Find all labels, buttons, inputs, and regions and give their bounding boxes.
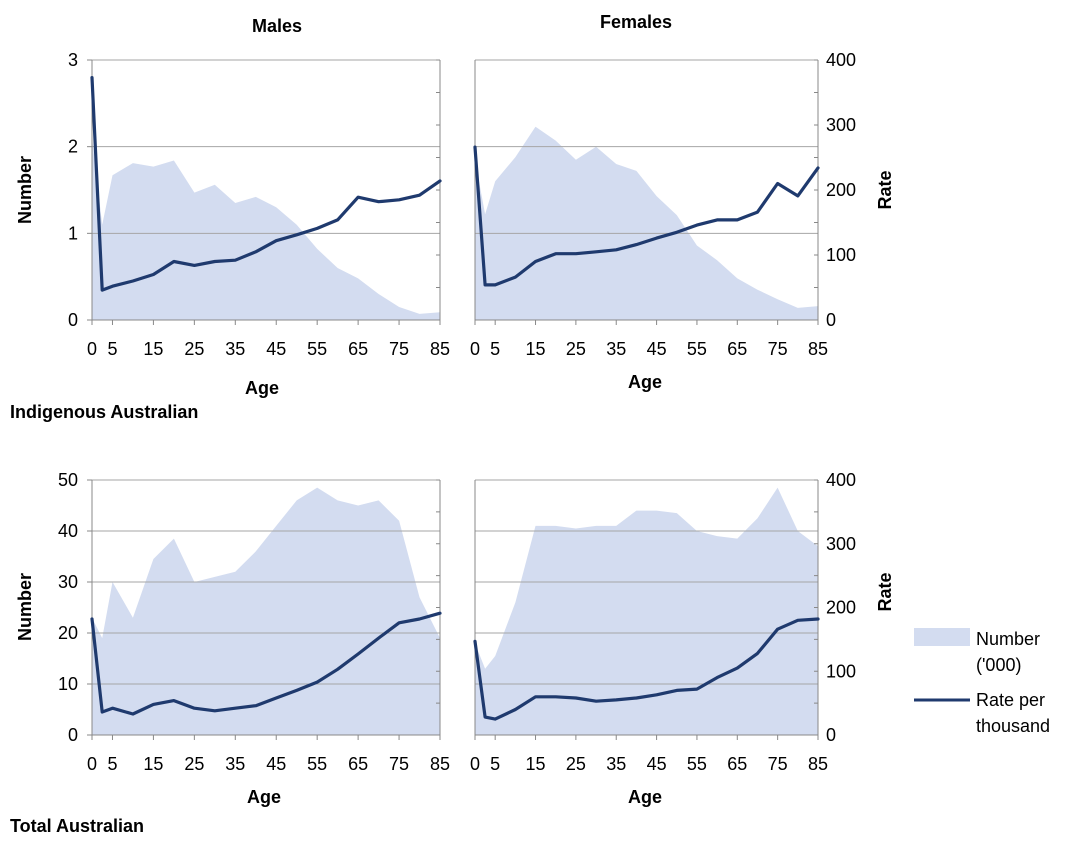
x-tick-label: 35 xyxy=(606,339,626,359)
x-tick-label: 25 xyxy=(184,754,204,774)
x-tick-label: 5 xyxy=(107,754,117,774)
x-tick-label: 65 xyxy=(727,339,747,359)
right-tick-label: 100 xyxy=(826,661,856,681)
x-tick-label: 85 xyxy=(808,754,828,774)
right-tick-label: 400 xyxy=(826,470,856,490)
x-tick-label: 75 xyxy=(389,754,409,774)
x-tick-label: 0 xyxy=(470,754,480,774)
legend-rate-unit: thousand xyxy=(976,716,1050,736)
x-tick-label: 5 xyxy=(490,339,500,359)
left-tick-label: 20 xyxy=(58,623,78,643)
indigenous-section-label: Indigenous Australian xyxy=(10,402,198,422)
x-tick-label: 55 xyxy=(687,754,707,774)
x-tick-label: 55 xyxy=(307,754,327,774)
left-tick-label: 40 xyxy=(58,521,78,541)
x-tick-label: 35 xyxy=(606,754,626,774)
x-tick-label: 5 xyxy=(107,339,117,359)
x-tick-label: 35 xyxy=(225,339,245,359)
number-area-series xyxy=(475,487,818,735)
x-tick-label: 25 xyxy=(566,339,586,359)
x-tick-label: 55 xyxy=(687,339,707,359)
x-tick-label: 45 xyxy=(266,754,286,774)
x-tick-label: 65 xyxy=(348,754,368,774)
x-tick-label: 65 xyxy=(727,754,747,774)
males-header: Males xyxy=(252,16,302,36)
right-tick-label: 300 xyxy=(826,534,856,554)
x-tick-label: 45 xyxy=(647,339,667,359)
y-axis-title-number-top: Number xyxy=(15,156,35,224)
legend-number-swatch xyxy=(914,628,970,646)
x-tick-label: 45 xyxy=(647,754,667,774)
left-tick-label: 0 xyxy=(68,725,78,745)
left-tick-label: 2 xyxy=(68,137,78,157)
right-tick-label: 200 xyxy=(826,180,856,200)
legend-number-label: Number xyxy=(976,629,1040,649)
x-tick-label: 85 xyxy=(430,754,450,774)
females-header: Females xyxy=(600,12,672,32)
x-tick-label: 5 xyxy=(490,754,500,774)
number-area-series xyxy=(475,126,818,320)
x-tick-label: 15 xyxy=(143,754,163,774)
x-tick-label: 15 xyxy=(526,339,546,359)
rate-line-series xyxy=(90,75,442,292)
rate-line-series xyxy=(473,617,820,721)
left-tick-label: 30 xyxy=(58,572,78,592)
number-area-series xyxy=(92,138,440,320)
left-tick-label: 1 xyxy=(68,223,78,243)
x-tick-label: 35 xyxy=(225,754,245,774)
left-tick-label: 0 xyxy=(68,310,78,330)
x-tick-label: 55 xyxy=(307,339,327,359)
x-tick-label: 75 xyxy=(389,339,409,359)
x-tick-label: 45 xyxy=(266,339,286,359)
x-tick-label: 0 xyxy=(87,754,97,774)
x-axis-title-indigenous-males: Age xyxy=(245,378,279,398)
x-tick-label: 15 xyxy=(143,339,163,359)
x-tick-label: 0 xyxy=(470,339,480,359)
x-tick-label: 85 xyxy=(808,339,828,359)
x-tick-label: 75 xyxy=(768,754,788,774)
right-tick-label: 0 xyxy=(826,725,836,745)
rate-line-series xyxy=(90,611,442,716)
left-tick-label: 3 xyxy=(68,50,78,70)
x-axis-title-total-males: Age xyxy=(247,787,281,807)
rate-line-series xyxy=(473,145,820,287)
number-area-series xyxy=(92,487,440,735)
x-axis-title-indigenous-females: Age xyxy=(628,372,662,392)
y-axis-title-rate-bottom: Rate xyxy=(875,572,895,611)
right-tick-label: 0 xyxy=(826,310,836,330)
legend-number-unit: ('000) xyxy=(976,655,1021,675)
left-tick-label: 10 xyxy=(58,674,78,694)
right-tick-label: 100 xyxy=(826,245,856,265)
total-section-label: Total Australian xyxy=(10,816,144,836)
x-axis-title-total-females: Age xyxy=(628,787,662,807)
x-tick-label: 65 xyxy=(348,339,368,359)
legend-rate-label: Rate per xyxy=(976,690,1045,710)
right-tick-label: 300 xyxy=(826,115,856,135)
x-tick-label: 25 xyxy=(566,754,586,774)
left-tick-label: 50 xyxy=(58,470,78,490)
legend: Number ('000) Rate per thousand xyxy=(914,628,1050,736)
x-tick-label: 0 xyxy=(87,339,97,359)
y-axis-title-number-bottom: Number xyxy=(15,573,35,641)
right-tick-label: 400 xyxy=(826,50,856,70)
x-tick-label: 15 xyxy=(526,754,546,774)
x-tick-label: 75 xyxy=(768,339,788,359)
x-tick-label: 25 xyxy=(184,339,204,359)
x-tick-label: 85 xyxy=(430,339,450,359)
right-tick-label: 200 xyxy=(826,598,856,618)
y-axis-title-rate-top: Rate xyxy=(875,170,895,209)
